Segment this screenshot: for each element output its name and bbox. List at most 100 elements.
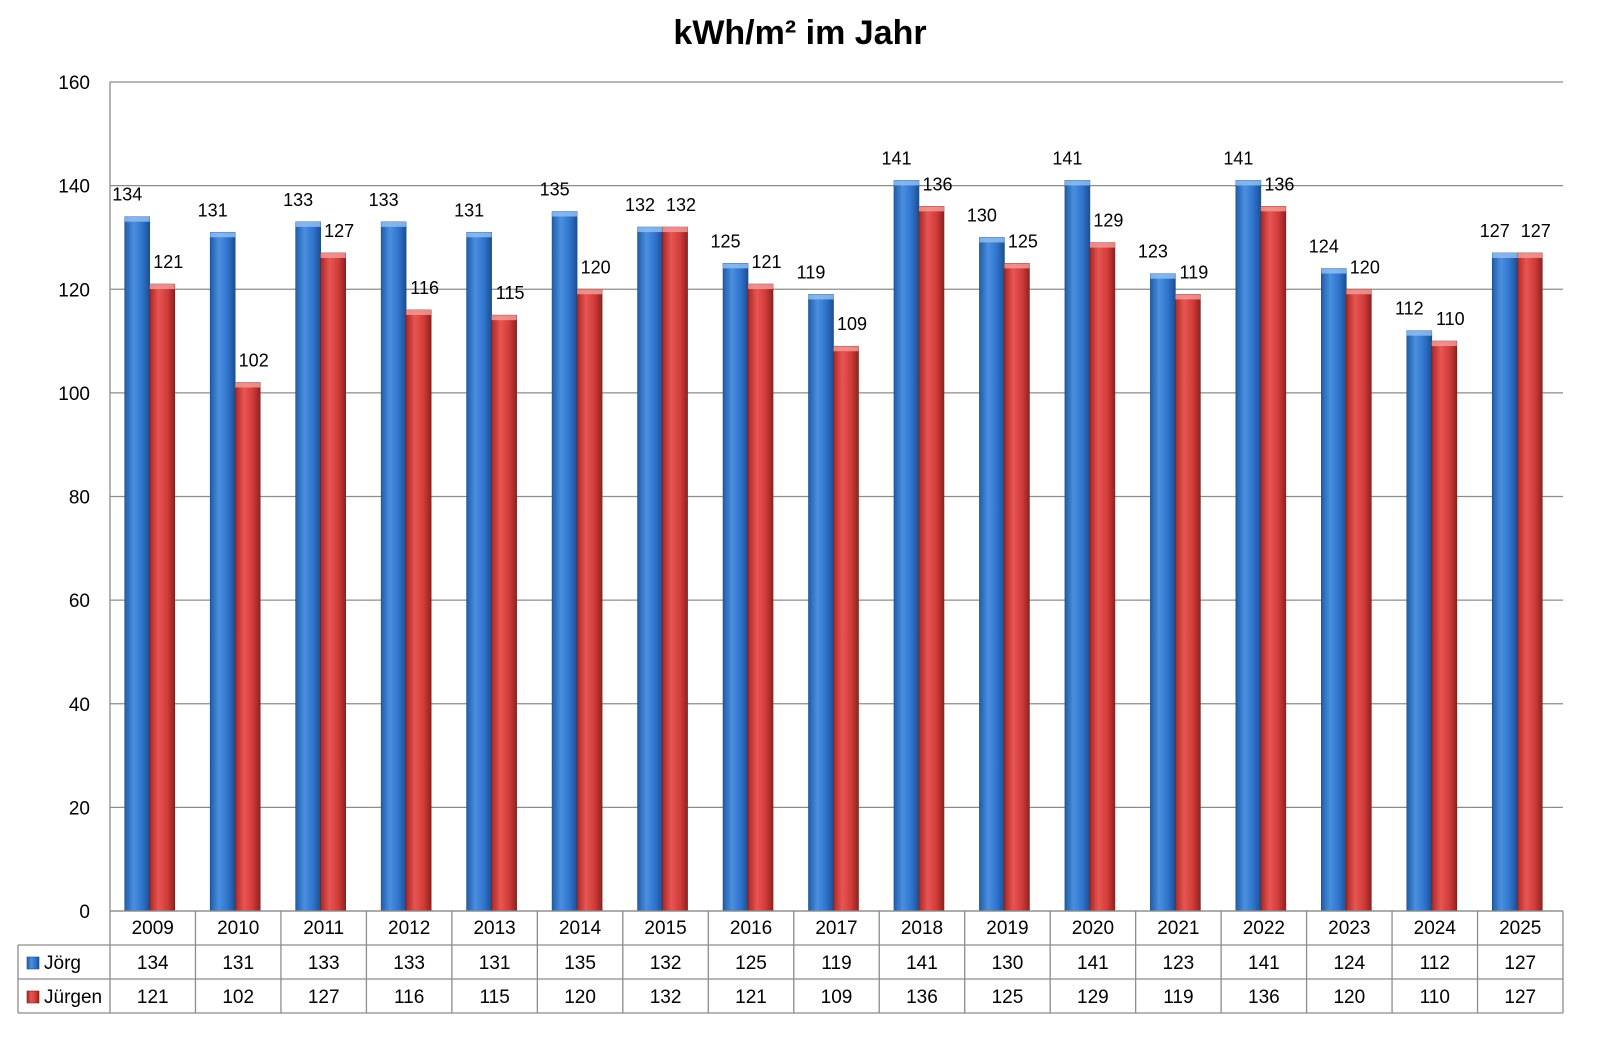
bar-juergen-2012 [405,309,432,912]
table-cell: 121 [137,987,169,1008]
bar-joerg-2025 [1491,252,1518,912]
bar-juergen-2017 [833,345,859,912]
bar-juergen-2018 [918,206,945,912]
bar-juergen-2015 [662,226,688,912]
bar-top-highlight [466,232,492,238]
data-label: 127 [1480,221,1510,241]
bar-joerg-2021 [1150,273,1176,912]
data-table: 2009 134 121 2010 131 102 2011 133 127 2012 133 116… [17,910,1564,1014]
bar-top-highlight [662,227,688,233]
bar-top-highlight [1150,273,1176,279]
table-cell: 133 [393,953,425,974]
data-label: 120 [1350,257,1380,277]
data-label: 134 [112,185,142,205]
bar-juergen-2020 [1089,242,1116,912]
y-tick-label: 120 [58,280,90,301]
bar-top-highlight [979,237,1005,243]
data-label: 119 [1180,262,1209,282]
data-label: 119 [797,262,826,282]
data-label: 125 [1008,231,1038,251]
bar-joerg-2020 [1064,180,1091,912]
x-tick-label: 2014 [559,918,602,939]
bar-top-highlight [893,180,919,186]
table-cell: 115 [479,987,509,1008]
x-tick-label: 2017 [815,918,857,939]
x-tick-label: 2010 [217,918,259,939]
table-cell: 133 [308,953,340,974]
data-label: 136 [1264,174,1294,194]
y-tick-label: 20 [69,798,90,819]
bar-juergen-2011 [320,252,346,912]
bar-juergen-2022 [1260,206,1287,912]
bar-joerg-2010 [209,231,236,912]
bar-top-highlight [1346,289,1372,295]
data-label: 112 [1395,299,1424,319]
data-label: 131 [454,200,484,220]
bar-top-highlight [1064,180,1090,186]
x-tick-label: 2009 [132,918,174,939]
table-cell: 135 [564,953,596,974]
data-label: 129 [1093,211,1123,231]
bar-top-highlight [552,211,578,217]
data-label: 127 [1521,221,1551,241]
table-cell: 141 [906,953,938,974]
data-label: 131 [198,200,228,220]
table-cell: 127 [1504,953,1536,974]
data-label: 135 [540,180,570,200]
data-label: 132 [625,195,655,215]
bar-top-highlight [918,206,944,212]
data-label: 133 [283,190,313,210]
table-cell: 120 [1333,987,1365,1008]
x-tick-label: 2021 [1157,918,1199,939]
y-tick-label: 80 [69,488,90,509]
x-tick-label: 2018 [901,918,943,939]
bar-joerg-2013 [466,231,492,912]
bar-juergen-2021 [1175,294,1201,912]
table-cell: 141 [1248,953,1280,974]
bar-joerg-2015 [637,226,663,912]
bar-joerg-2012 [380,221,407,912]
table-cell: 120 [564,987,596,1008]
table-cell: 125 [735,953,767,974]
bar-top-highlight [1517,252,1543,258]
data-label: 133 [369,190,399,210]
data-label: 124 [1309,237,1339,257]
table-cell: 116 [394,987,424,1008]
bar-juergen-2019 [1004,263,1030,912]
table-cell: 123 [1163,953,1195,974]
table-cell: 124 [1333,953,1365,974]
legend-swatch-joerg [26,956,40,970]
table-cell: 121 [735,987,767,1008]
x-tick-label: 2019 [986,918,1028,939]
table-cell: 136 [906,987,938,1008]
data-labels: 134 121 131 102 133 127 133 116 131 115 135 120 132 1… [112,148,1551,370]
table-cell: 131 [222,953,254,974]
x-tick-label: 2016 [730,918,772,939]
y-tick-label: 40 [69,695,90,716]
chart-title: kWh/m² im Jahr [673,14,926,52]
table-cell: 127 [308,987,340,1008]
data-label: 116 [410,278,439,298]
x-tick-label: 2023 [1328,918,1370,939]
bar-top-highlight [637,227,663,233]
table-cell: 131 [479,953,511,974]
bar-top-highlight [1235,180,1261,186]
bar-joerg-2014 [551,211,578,912]
bar-juergen-2025 [1516,252,1543,912]
legend-label-juergen: Jürgen [44,987,102,1008]
bar-joerg-2009 [124,216,151,912]
bar-top-highlight [295,221,321,227]
y-tick-label: 160 [58,73,90,94]
bar-joerg-2016 [722,263,749,912]
data-label: 109 [837,314,867,334]
y-tick-label: 140 [58,177,90,198]
bar-top-highlight [1431,341,1457,347]
bar-top-highlight [235,382,261,388]
table-cell: 109 [821,987,853,1008]
bar-joerg-2017 [808,294,834,912]
table-cell: 119 [1163,987,1193,1008]
bar-top-highlight [320,252,346,258]
x-tick-label: 2013 [473,918,515,939]
y-tick-label: 100 [58,384,90,405]
